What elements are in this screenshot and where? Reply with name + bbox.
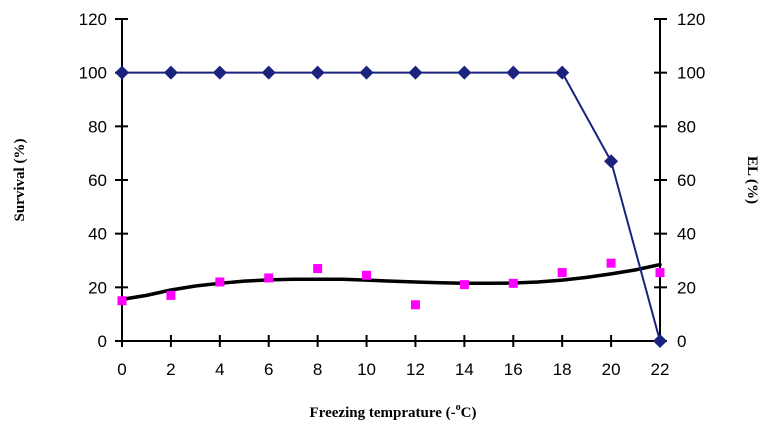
x-tick-label: 2 bbox=[166, 360, 175, 379]
x-tick-label: 22 bbox=[651, 360, 670, 379]
y-tick-label-right: 120 bbox=[677, 10, 705, 29]
x-tick-label: 20 bbox=[602, 360, 621, 379]
el-point-marker bbox=[655, 268, 665, 278]
y-tick-label-left: 40 bbox=[88, 225, 107, 244]
y-tick-label-left: 60 bbox=[88, 171, 107, 190]
x-tick-label: 4 bbox=[215, 360, 224, 379]
y-tick-label-right: 40 bbox=[677, 225, 696, 244]
y-tick-label-right: 80 bbox=[677, 117, 696, 136]
x-tick-label: 10 bbox=[357, 360, 376, 379]
survival-point-marker bbox=[506, 65, 521, 80]
el-point-marker bbox=[410, 300, 420, 310]
x-tick-label: 16 bbox=[504, 360, 523, 379]
survival-point-marker bbox=[653, 334, 667, 348]
y-tick-label-left: 80 bbox=[88, 117, 107, 136]
series-layer bbox=[115, 65, 667, 348]
el-point-marker bbox=[508, 278, 518, 288]
survival-line bbox=[122, 71, 661, 342]
survival-point-marker bbox=[163, 65, 178, 80]
x-tick-label: 18 bbox=[553, 360, 572, 379]
survival-point-marker bbox=[555, 65, 570, 80]
y-tick-label-left: 120 bbox=[79, 10, 107, 29]
el-point-marker bbox=[215, 277, 225, 287]
el-point-marker bbox=[117, 296, 127, 306]
el-point-marker bbox=[313, 264, 323, 274]
y-tick-label-right: 0 bbox=[677, 332, 686, 351]
survival-point-marker bbox=[261, 65, 276, 80]
y-tick-label-right: 60 bbox=[677, 171, 696, 190]
survival-point-marker bbox=[359, 65, 374, 80]
x-tick-label: 0 bbox=[117, 360, 126, 379]
x-tick-label: 14 bbox=[455, 360, 474, 379]
survival-point-marker bbox=[457, 65, 472, 80]
el-point-marker bbox=[557, 268, 567, 278]
el-point-marker bbox=[606, 258, 616, 268]
el-point-marker bbox=[459, 280, 469, 290]
y-axis-right-title: EL (%) bbox=[744, 156, 760, 204]
y-tick-label-left: 0 bbox=[98, 332, 107, 351]
x-axis-title-superscript: o bbox=[456, 402, 461, 413]
el-point-marker bbox=[166, 290, 176, 300]
trendline bbox=[120, 262, 662, 302]
survival-point-marker bbox=[212, 65, 227, 80]
x-tick-label: 6 bbox=[264, 360, 273, 379]
y-tick-label-left: 20 bbox=[88, 278, 107, 297]
x-axis-title: Freezing temprature (-oC) bbox=[310, 402, 477, 421]
survival-point-marker bbox=[310, 65, 325, 80]
y-axis-left-title: Survival (%) bbox=[12, 139, 28, 222]
x-axis-title-unit: C) bbox=[461, 405, 477, 421]
y-tick-label-right: 100 bbox=[677, 64, 705, 83]
x-tick-label: 8 bbox=[313, 360, 322, 379]
y-tick-label-right: 20 bbox=[677, 278, 696, 297]
x-axis-title-main: Freezing temprature (- bbox=[310, 405, 456, 421]
survival-point-marker bbox=[115, 65, 129, 80]
x-tick-label: 12 bbox=[406, 360, 425, 379]
el-point-marker bbox=[362, 270, 372, 280]
el-point-marker bbox=[264, 273, 274, 283]
survival-point-marker bbox=[604, 154, 619, 169]
y-tick-label-left: 100 bbox=[79, 64, 107, 83]
survival-point-marker bbox=[408, 65, 423, 80]
